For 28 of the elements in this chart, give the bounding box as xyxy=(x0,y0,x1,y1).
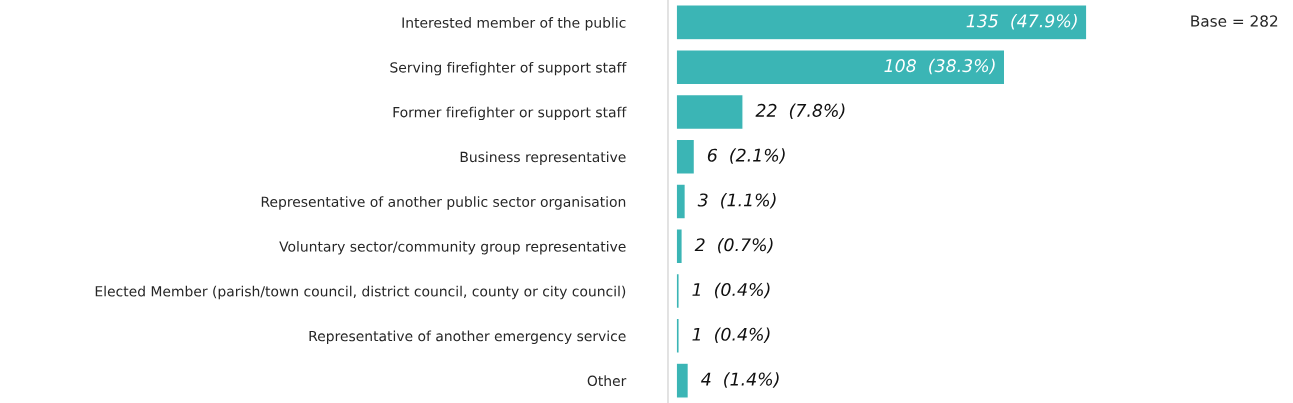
bar xyxy=(675,93,744,131)
y-tick-label: Serving firefighter of support staff xyxy=(390,61,627,76)
data-label: 6 (2.1%) xyxy=(707,148,785,164)
y-tick-label: Interested member of the public xyxy=(402,17,626,31)
bar xyxy=(675,272,680,310)
bar xyxy=(675,138,696,175)
text: Base = 282 xyxy=(1191,15,1278,27)
data-label: 4 (1.4%) xyxy=(701,372,779,388)
data-label: 22 (7.8%) xyxy=(755,103,845,120)
data-label: 108 (38.3%) xyxy=(884,58,995,75)
data-label: 135 (47.9%) xyxy=(966,14,1077,30)
y-tick-label: Former firefighter or support staff xyxy=(393,106,627,121)
y-tick-label: Business representative xyxy=(460,151,626,165)
data-label: 3 (1.1%) xyxy=(697,193,776,209)
y-tick-label: Other xyxy=(587,375,627,387)
y-tick-label: Elected Member (parish/town council, district council, county or city council) xyxy=(95,285,626,300)
bar xyxy=(675,228,683,265)
bar xyxy=(675,49,1006,86)
y-tick-label: Representative of another public sector organisation xyxy=(261,196,626,210)
data-label: 1 (0.4%) xyxy=(692,327,770,343)
data-label: 1 (0.4%) xyxy=(692,282,770,299)
bar xyxy=(675,183,687,220)
bar xyxy=(675,317,680,354)
y-tick-label: Voluntary sector/community group representative xyxy=(279,241,626,255)
data-label: 2 (0.7%) xyxy=(694,237,773,254)
bar xyxy=(675,4,1088,41)
bar xyxy=(675,362,690,399)
y-tick-label: Representative of another emergency service xyxy=(309,330,626,344)
